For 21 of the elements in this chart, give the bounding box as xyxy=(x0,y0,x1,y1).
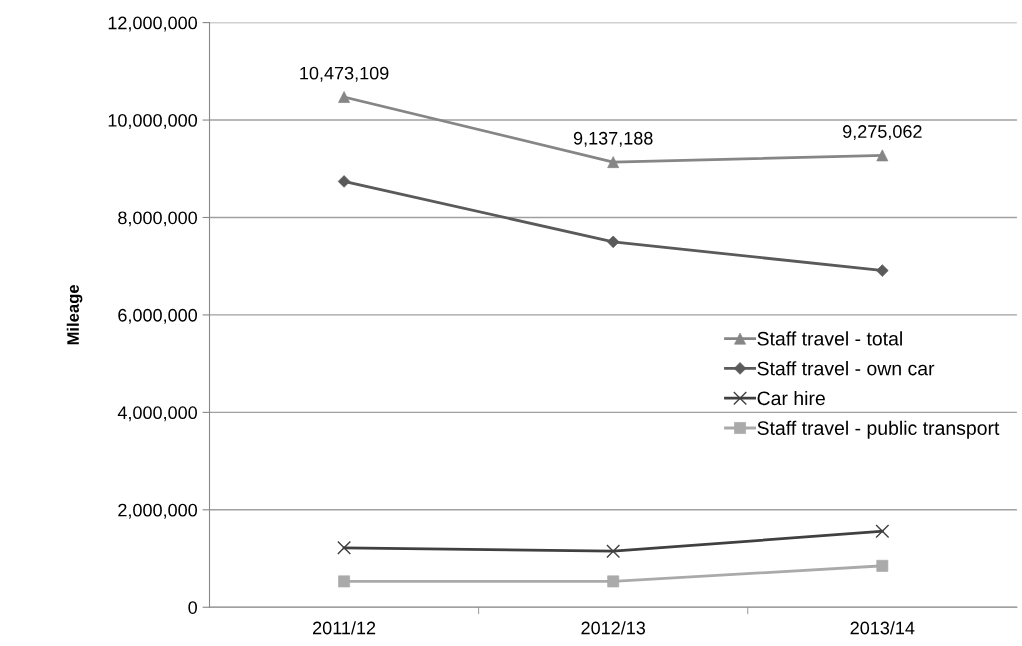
y-tick-label: 4,000,000 xyxy=(117,406,198,422)
y-axis-title: Mileage xyxy=(66,284,83,345)
x-tick-label: 2013/14 xyxy=(850,621,915,635)
legend-label: Car hire xyxy=(757,390,825,406)
data-label: 9,137,188 xyxy=(573,131,653,147)
y-tick-label: 0 xyxy=(188,601,197,614)
y-tick-label: 2,000,000 xyxy=(118,503,198,519)
legend-label: Staff travel - own car xyxy=(757,361,935,376)
point xyxy=(875,524,890,539)
y-tick-label: 6,000,000 xyxy=(118,308,198,324)
legend-label: Staff travel - public transport xyxy=(757,420,1000,439)
legend-label: Staff travel - total xyxy=(757,331,902,346)
x-tick-label: 2012/13 xyxy=(581,621,646,635)
y-tick-label: 8,000,000 xyxy=(118,211,198,227)
point xyxy=(606,544,621,559)
data-label: 9,275,062 xyxy=(843,125,922,141)
y-tick-label: 12,000,000 xyxy=(108,16,198,32)
point xyxy=(337,540,352,555)
y-tick-label: 10,000,000 xyxy=(108,113,198,129)
data-label: 10,473,109 xyxy=(300,66,389,82)
x-tick-label: 2011/12 xyxy=(313,621,376,635)
